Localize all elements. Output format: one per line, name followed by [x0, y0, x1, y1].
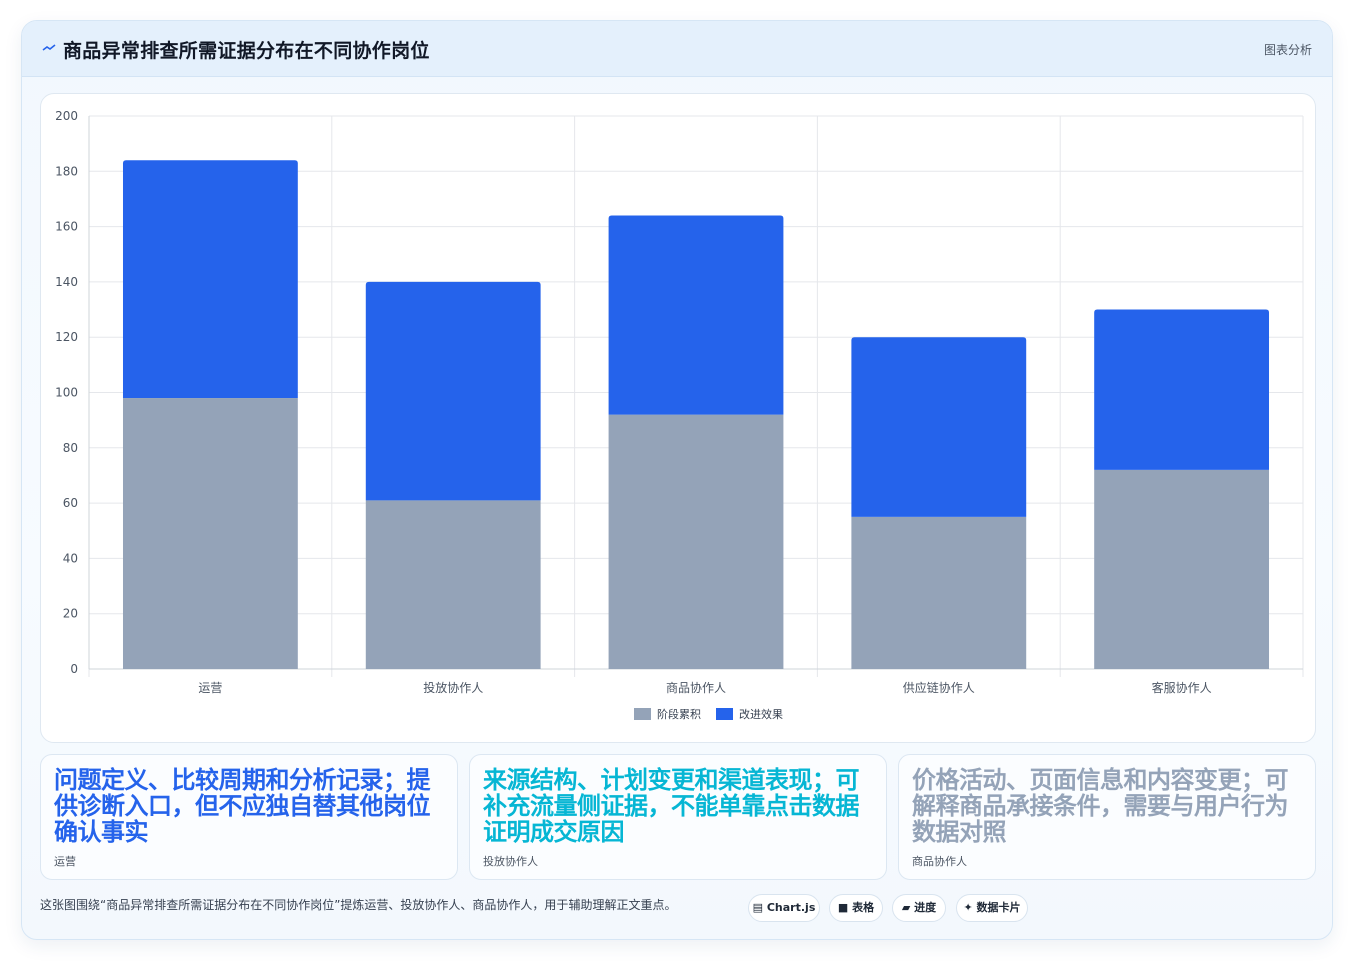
bar-segment	[608, 414, 784, 669]
y-tick-label: 160	[55, 220, 78, 234]
panel-header: 商品异常排查所需证据分布在不同协作岗位 图表分析	[22, 21, 1332, 77]
y-tick-label: 20	[63, 607, 78, 621]
legend-label: 改进效果	[739, 707, 783, 721]
pill-label: 数据卡片	[976, 901, 1021, 914]
bar-segment	[365, 500, 541, 669]
y-tick-label: 60	[63, 496, 78, 510]
insight-card: 价格活动、页面信息和内容变更；可解释商品承接条件，需要与用户行为数据对照 商品协…	[898, 754, 1316, 880]
bar-segment	[1094, 469, 1270, 669]
y-tick-label: 180	[55, 164, 78, 178]
x-tick-label: 运营	[198, 681, 222, 695]
legend-swatch	[634, 708, 651, 720]
y-tick-label: 0	[70, 662, 78, 676]
pill-label: 表格	[852, 901, 875, 914]
insight-text: 价格活动、页面信息和内容变更；可解释商品承接条件，需要与用户行为数据对照	[912, 766, 1289, 846]
insight-card: 来源结构、计划变更和渠道表现；可补充流量侧证据，不能单靠点击数据证明成交原因 投…	[469, 754, 887, 880]
bar-segment	[365, 281, 541, 501]
data-card-pill[interactable]: ✦ 数据卡片	[956, 894, 1028, 922]
pill-label: Chart.js	[766, 901, 816, 914]
bar-segment	[851, 337, 1027, 517]
x-tick-label: 供应链协作人	[903, 680, 975, 695]
chart-analysis-tag: 图表分析	[1263, 43, 1312, 57]
bar-segment	[608, 215, 784, 415]
bar-segment	[122, 160, 298, 399]
insight-label: 商品协作人	[912, 855, 967, 868]
chart-icon: ▤	[752, 901, 764, 914]
insight-label: 运营	[54, 855, 76, 868]
insight-label: 投放协作人	[483, 855, 538, 868]
legend-label: 阶段累积	[657, 707, 701, 721]
bar-segment	[851, 516, 1027, 669]
sparkle-icon: ✦	[963, 901, 973, 914]
insight-text: 问题定义、比较周期和分析记录；提供诊断入口，但不应独自替其他岗位确认事实	[54, 766, 431, 846]
table-pill[interactable]: ■ 表格	[829, 894, 883, 922]
y-tick-label: 80	[63, 441, 78, 455]
chart-line-icon	[42, 44, 56, 51]
y-tick-label: 200	[55, 109, 78, 123]
bar-segment	[122, 398, 298, 669]
y-tick-label: 40	[63, 551, 78, 565]
table-icon: ■	[837, 901, 849, 914]
pill-label: 进度	[914, 901, 937, 914]
progress-icon: ▰	[901, 901, 911, 914]
insight-text: 来源结构、计划变更和渠道表现；可补充流量侧证据，不能单靠点击数据证明成交原因	[483, 766, 860, 846]
bar-segment	[1094, 309, 1270, 470]
insight-card: 问题定义、比较周期和分析记录；提供诊断入口，但不应独自替其他岗位确认事实 运营	[40, 754, 458, 880]
x-tick-label: 投放协作人	[423, 680, 483, 695]
progress-pill[interactable]: ▰ 进度	[892, 894, 946, 922]
legend-swatch	[716, 708, 733, 720]
page-title: 商品异常排查所需证据分布在不同协作岗位	[63, 40, 430, 62]
chart-panel: 商品异常排查所需证据分布在不同协作岗位 图表分析 0 20 40 60 80 100 120…	[21, 20, 1333, 940]
stacked-bar-chart: 0 20 40 60 80 100 120 140 160 180 200 运营 投放协作人 商品协作人 供…	[55, 109, 1304, 721]
y-tick-label: 100	[55, 386, 78, 400]
y-tick-label: 120	[55, 330, 78, 344]
chartjs-pill[interactable]: ▤ Chart.js	[748, 894, 820, 922]
chart-card: 0 20 40 60 80 100 120 140 160 180 200 运营 投放协作人 商品协作人 供…	[40, 93, 1316, 743]
y-tick-label: 140	[55, 275, 78, 289]
insight-cards: 问题定义、比较周期和分析记录；提供诊断入口，但不应独自替其他岗位确认事实 运营 …	[40, 754, 1316, 880]
chart-caption: 这张图围绕“商品异常排查所需证据分布在不同协作岗位”提炼运营、投放协作人、商品协…	[40, 898, 677, 912]
x-tick-label: 商品协作人	[666, 680, 726, 695]
x-tick-label: 客服协作人	[1152, 680, 1212, 695]
